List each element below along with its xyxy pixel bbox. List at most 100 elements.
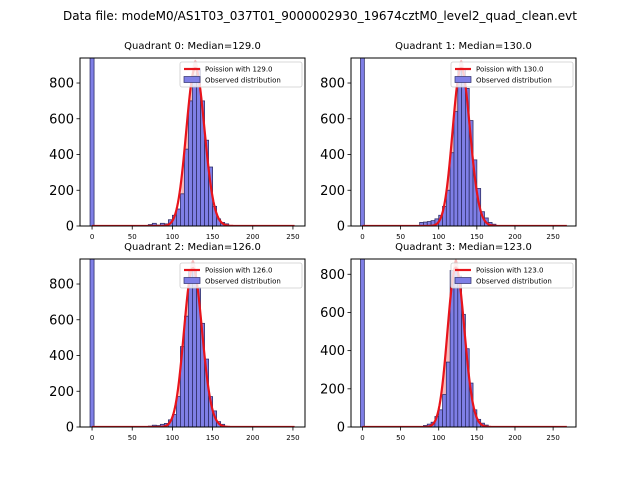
quadrant-1-bar-11 — [461, 68, 466, 226]
quadrant-1-legend-bar-label: Observed distribution — [476, 77, 552, 85]
quadrant-3-bar-5 — [442, 394, 447, 427]
quadrant-2-xtick-label-50: 50 — [128, 434, 137, 442]
quadrant-2-ytick-label-600: 600 — [49, 313, 74, 328]
quadrant-0-ytick-label-0: 0 — [66, 220, 74, 235]
quadrant-3-ytick-label-400: 400 — [320, 344, 345, 359]
quadrant-3-xtick-label-200: 200 — [508, 434, 521, 442]
quadrant-1-bar-10 — [457, 70, 462, 226]
quadrant-3-ytick-label-0: 0 — [337, 421, 345, 436]
quadrant-2-legend: Poission with 126.0 Observed distribution — [179, 262, 303, 289]
quadrant-2-legend-bar-swatch — [183, 277, 201, 284]
quadrant-0-spike-bar — [89, 58, 95, 226]
quadrant-3-title: Quadrant 3: Median=123.0 — [395, 242, 532, 253]
quadrant-3-ytick-label-200: 200 — [320, 382, 345, 397]
quadrant-0-legend-bar-label: Observed distribution — [205, 77, 281, 85]
quadrant-0-ytick-label-200: 200 — [49, 184, 74, 199]
quadrant-3-xtick-label-250: 250 — [546, 434, 559, 442]
quadrant-3-bar-8 — [453, 268, 459, 427]
quadrant-0-legend: Poission with 129.0 Observed distribution — [179, 61, 303, 88]
quadrant-2-bar-10 — [188, 271, 193, 427]
quadrant-3-ytick-label-600: 600 — [320, 306, 345, 321]
quadrant-1-xtick-label-0: 0 — [360, 233, 364, 241]
quadrant-2-xtick-label-250: 250 — [286, 434, 299, 442]
quadrant-0-ytick-label-600: 600 — [49, 112, 74, 127]
quadrant-2-bar-11 — [192, 269, 197, 427]
quadrant-0-bar-1 — [151, 222, 157, 226]
quadrant-2-ytick-label-800: 800 — [49, 278, 74, 293]
quadrant-3-panel: 0 50 100 150 200 250 0 200 400 600 800 Quadrant 3: … — [320, 242, 577, 442]
quadrant-2-spike-bar — [89, 259, 95, 427]
quadrant-3-xtick-label-100: 100 — [432, 434, 445, 442]
quadrant-0-bar-11 — [192, 75, 197, 226]
quadrant-1-xtick-label-250: 250 — [546, 233, 559, 241]
quadrant-0-title: Quadrant 0: Median=129.0 — [124, 41, 261, 52]
quadrant-3-legend: Poission with 123.0 Observed distribution — [450, 262, 574, 289]
quadrant-0-ytick-label-800: 800 — [49, 77, 74, 92]
quadrant-0-panel: 0 50 100 150 200 250 0 200 400 600 800 Quadrant 0: … — [49, 41, 306, 241]
quadrant-0-bar-8 — [180, 193, 185, 226]
quadrant-2-xtick-label-200: 200 — [246, 434, 259, 442]
quadrant-1-spike-bar — [360, 58, 365, 226]
quadrant-3-legend-bar-label: Observed distribution — [476, 278, 552, 286]
quadrant-2-legend-bar-label: Observed distribution — [205, 278, 281, 286]
quadrant-1-title: Quadrant 1: Median=130.0 — [395, 41, 532, 52]
quadrant-1-bar-8 — [449, 152, 455, 226]
quadrant-2-ytick-label-0: 0 — [66, 421, 74, 436]
quadrant-0-xtick-label-150: 150 — [206, 233, 219, 241]
quadrant-0-ytick-label-400: 400 — [49, 148, 74, 163]
quadrant-0-xtick-label-250: 250 — [286, 233, 299, 241]
quadrant-3-bar-6 — [445, 361, 451, 427]
quadrant-3-ytick-label-800: 800 — [320, 268, 345, 283]
quadrant-0-legend-line-label: Poission with 129.0 — [205, 66, 273, 74]
quadrant-1-bar-9 — [453, 111, 459, 226]
quadrant-3-xtick-label-0: 0 — [360, 434, 364, 442]
quadrant-3-legend-box — [450, 262, 574, 289]
quadrant-3-poisson-line — [362, 266, 567, 427]
quadrant-0-bar-10 — [188, 100, 193, 226]
quadrant-1-legend-bar-swatch — [454, 76, 472, 83]
figure-title: Data file: modeM0/AS1T03_037T01_90000029… — [63, 9, 577, 23]
quadrant-3-xtick-label-150: 150 — [470, 434, 483, 442]
quadrant-1-ytick-label-600: 600 — [320, 112, 345, 127]
quadrant-2-legend-line-label: Poission with 126.0 — [205, 267, 273, 275]
quadrant-1-ytick-label-0: 0 — [337, 220, 345, 235]
quadrant-2-axes-frame — [79, 258, 306, 428]
quadrant-0-xtick-label-200: 200 — [246, 233, 259, 241]
quadrant-3-axes-frame — [350, 258, 577, 428]
quadrant-1-ytick-label-400: 400 — [320, 148, 345, 163]
quadrant-0-legend-box — [179, 61, 303, 88]
quadrant-2-xtick-label-100: 100 — [166, 434, 179, 442]
quadrant-3-legend-line-label: Poission with 123.0 — [476, 267, 544, 275]
quadrant-1-xtick-label-100: 100 — [432, 233, 445, 241]
quadrant-3-xtick-label-50: 50 — [396, 434, 405, 442]
quadrant-2-legend-box — [179, 262, 303, 289]
quadrant-2-panel: 0 50 100 150 200 250 0 200 400 600 800 Quadrant 2: … — [49, 242, 306, 442]
quadrant-2-ytick-label-200: 200 — [49, 385, 74, 400]
quadrant-0-xtick-label-100: 100 — [166, 233, 179, 241]
quadrant-1-xtick-label-50: 50 — [396, 233, 405, 241]
quadrant-1-xtick-label-150: 150 — [470, 233, 483, 241]
quadrant-0-axes-frame — [79, 57, 306, 227]
quadrant-1-legend-line-label: Poission with 130.0 — [476, 66, 544, 74]
quadrant-2-xtick-label-0: 0 — [90, 434, 94, 442]
quadrant-panels: 0 50 100 150 200 250 0 200 400 600 800 Quadrant 0: … — [49, 41, 577, 442]
quadrant-1-legend: Poission with 130.0 Observed distribution — [450, 61, 574, 88]
quadrant-3-legend-bar-swatch — [454, 277, 472, 284]
quadrant-2-bar-9 — [184, 315, 189, 427]
quadrant-0-bar-9 — [184, 148, 189, 226]
quadrant-3-bar-4 — [438, 409, 443, 427]
quadrant-1-axes-frame — [350, 57, 577, 227]
quadrant-2-title: Quadrant 2: Median=126.0 — [124, 242, 261, 253]
quadrant-2-plot-area — [89, 259, 295, 427]
quadrant-1-ytick-label-800: 800 — [320, 77, 345, 92]
quadrant-2-ytick-label-400: 400 — [49, 349, 74, 364]
quadrant-3-spike-bar — [360, 259, 365, 427]
quadrant-1-panel: 0 50 100 150 200 250 0 200 400 600 800 Quadrant 1: … — [320, 41, 577, 241]
quadrant-0-xtick-label-50: 50 — [128, 233, 137, 241]
quadrant-0-legend-bar-swatch — [183, 76, 201, 83]
quadrant-0-xtick-label-0: 0 — [90, 233, 94, 241]
quadrant-1-xtick-label-200: 200 — [508, 233, 521, 241]
quadrant-1-legend-box — [450, 61, 574, 88]
